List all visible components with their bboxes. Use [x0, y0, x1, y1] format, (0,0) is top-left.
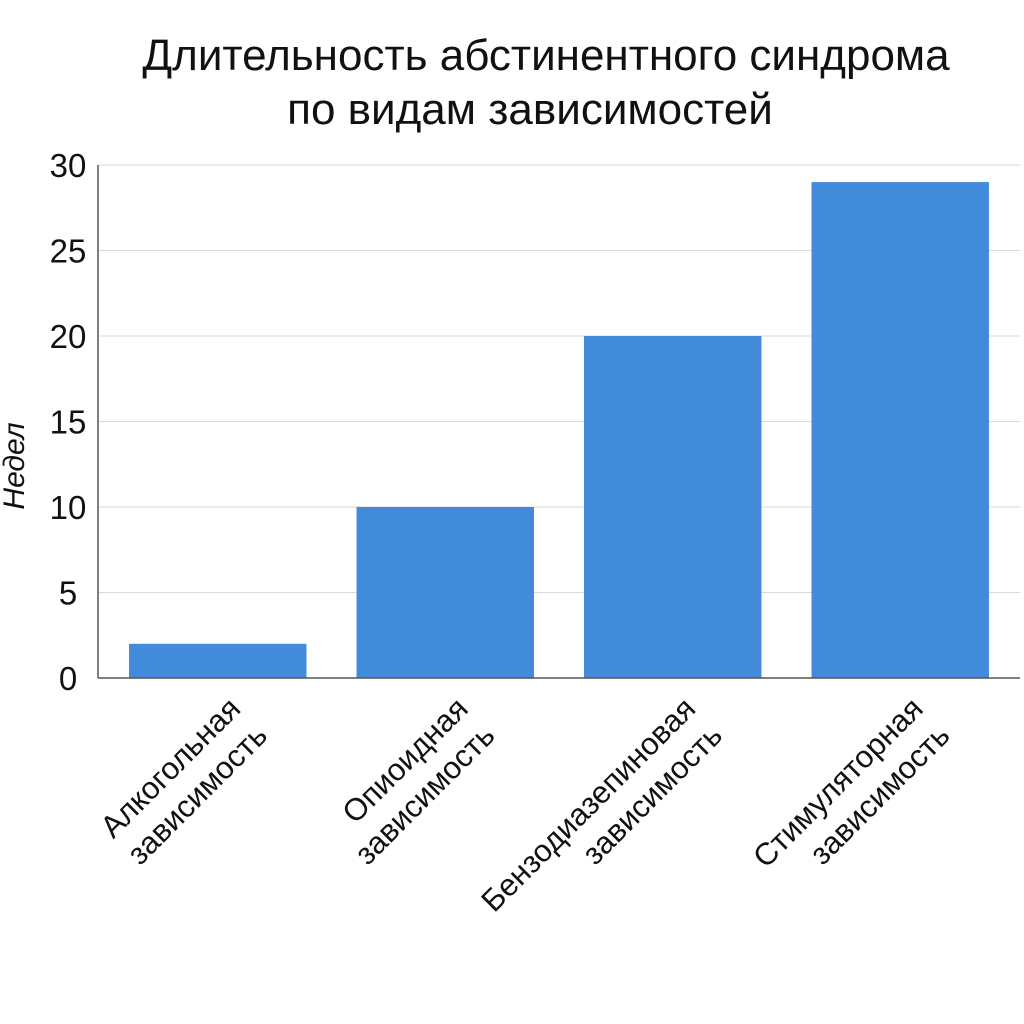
y-tick-label: 15 — [50, 404, 87, 441]
x-category-label-line: Бензодиазепиновая — [474, 691, 702, 919]
bar-4 — [811, 182, 989, 678]
y-axis-label: Недел — [0, 422, 31, 509]
y-tick-label: 5 — [59, 575, 77, 612]
y-tick-label: 0 — [59, 660, 77, 697]
bar-3 — [584, 336, 762, 678]
chart-title-line-1: Длительность абстинентного синдрома — [142, 31, 950, 80]
y-tick-labels: 0 5 10 15 20 25 30 — [50, 147, 87, 697]
y-tick-label: 10 — [50, 489, 87, 526]
y-tick-label: 30 — [50, 147, 87, 184]
chart-title: Длительность абстинентного синдрома по в… — [142, 31, 950, 134]
y-tick-label: 20 — [50, 318, 87, 355]
bar-1 — [129, 643, 307, 678]
chart-title-line-2: по видам зависимостей — [287, 85, 773, 134]
y-tick-label: 25 — [50, 233, 87, 270]
bars — [129, 182, 989, 678]
axes — [97, 165, 1020, 679]
bar-2 — [356, 507, 534, 678]
